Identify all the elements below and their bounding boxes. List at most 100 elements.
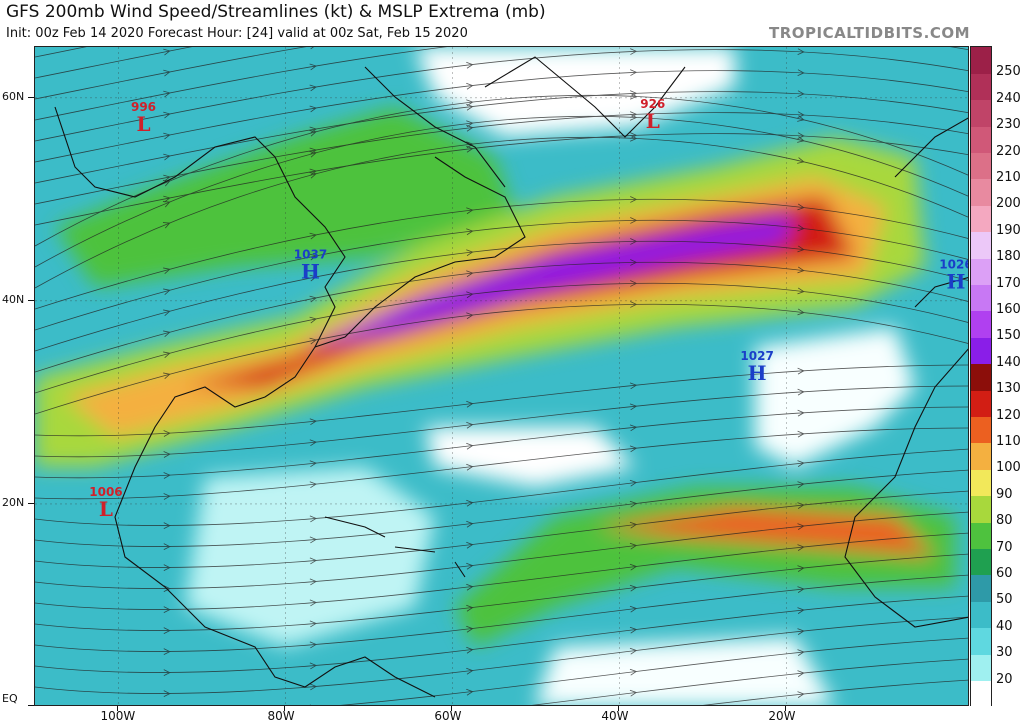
streamline [35,47,968,121]
streamline [35,261,968,373]
colorbar-label: 110 [996,434,1021,449]
streamline-arrow [630,134,638,142]
streamline-arrow [163,48,171,56]
streamline [35,47,307,100]
streamline-arrow [630,69,638,76]
colorbar-label: 30 [996,645,1013,661]
latitude-label: EQ [2,692,18,705]
colorbar-segment [971,654,991,682]
streamline [35,385,968,458]
pressure-letter: L [136,112,150,136]
streamline-arrow [466,562,474,570]
streamline-arrow [309,536,317,544]
streamline-arrow [163,564,171,571]
streamline-arrow [163,153,171,161]
colorbar-segment [971,522,991,550]
longitude-label: 100W [100,709,136,723]
streamline-arrow [163,132,171,140]
streamline-arrow [797,136,805,143]
colorbar-label: 250 [996,64,1021,80]
colorbar-label: 220 [996,143,1021,159]
streamline-arrow [466,604,474,612]
streamline-arrow [466,646,474,654]
streamline [35,364,968,437]
map-subtitle: Init: 00z Feb 14 2020 Forecast Hour: [24… [6,26,468,41]
streamline [35,406,968,479]
streamline-arrow [309,232,317,240]
streamline-arrow [630,259,638,266]
streamline-arrow [797,481,805,488]
colorbar-label: 70 [996,539,1013,555]
streamline-arrow [309,147,317,155]
streamline-arrow [309,172,317,179]
streamline-arrow [466,499,474,507]
streamline [35,47,192,79]
streamline [35,49,968,142]
colorbar-segment [971,363,991,391]
streamline-arrow [309,168,317,176]
streamline-arrow [629,382,638,390]
latitude-tick [28,502,34,504]
colorbar-label: 60 [996,566,1013,581]
streamline-arrow [466,228,474,236]
streamline-arrow [630,280,638,287]
streamline-arrow [630,301,638,308]
colorbar-segment [971,258,991,286]
colorbar-segment [971,126,991,154]
streamline-arrow [309,130,317,137]
streamline-arrow [466,625,474,633]
streamline [35,303,968,415]
colorbar-label: 240 [996,90,1021,106]
streamline-arrow [163,648,171,655]
colorbar-segment [971,390,991,418]
streamline-arrow [629,479,638,487]
streamline [35,616,968,695]
colorbar-segment [971,179,991,206]
streamline-arrow [163,69,171,77]
streamline-arrow [797,69,805,77]
streamline-arrow [309,337,317,345]
streamline-arrow [629,542,638,550]
streamline-arrow [629,689,638,697]
longitude-label: 40W [601,709,629,723]
pressure-value: 1006 [89,485,122,499]
wind-speed-field [35,47,955,705]
streamline-arrow [163,351,171,359]
colorbar-segment [971,548,991,576]
streamline-arrow [163,451,171,458]
streamline-arrow [309,105,317,113]
streamline-arrow [309,683,317,691]
colorbar-segment [971,680,991,708]
latitude-label: 40N [2,292,25,306]
streamline-arrow [630,132,638,139]
colorbar-label: 20 [996,671,1013,687]
streamline-arrow [797,367,805,375]
streamline-arrow [163,627,171,634]
streamline-arrow [309,316,317,324]
streamline-arrow [309,47,317,50]
streamline-arrow [466,400,474,408]
pressure-value: 996 [131,100,156,114]
colorbar-label: 140 [996,354,1021,370]
streamline [340,637,968,705]
colorbar-segment [971,337,991,365]
streamline-arrow [466,463,474,471]
streamline-arrow [309,126,317,134]
streamline-arrow [163,288,171,296]
streamline-arrow [309,274,317,282]
streamline-arrow [797,115,805,122]
streamline-arrow [466,291,474,299]
streamline [702,679,968,705]
streamline-arrow [797,430,805,438]
pressure-value: 1037 [294,247,327,261]
streamline-arrow [163,472,171,479]
streamline-arrow [163,606,171,613]
streamline-arrow [629,424,638,432]
colorbar-segment [971,469,991,497]
streamline-arrow [797,287,805,295]
pressure-letter: H [947,270,966,294]
streamline-arrow [163,195,171,203]
colorbar-label: 130 [996,381,1021,397]
streamline-arrow [630,217,638,224]
